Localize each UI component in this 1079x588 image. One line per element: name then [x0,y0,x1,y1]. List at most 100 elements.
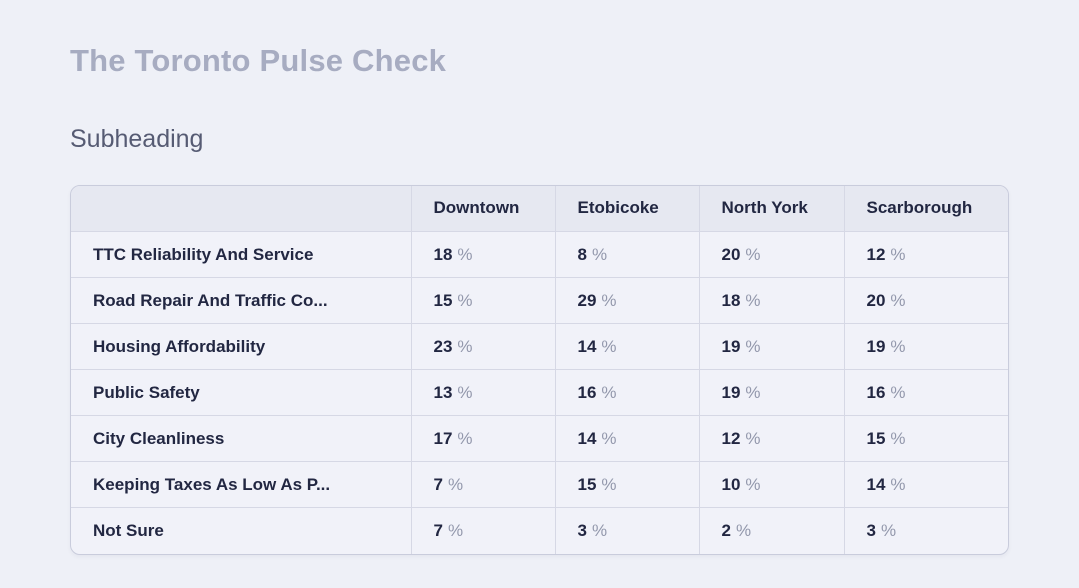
value-cell: 20% [698,231,844,278]
percent-unit: % [447,474,464,494]
value-cell: 7% [410,507,555,554]
row-label: Public Safety [71,369,411,416]
value-number: 14 [577,336,597,356]
value-cell: 16% [554,369,699,416]
value-cell: 17% [410,415,555,462]
value-number: 23 [433,336,453,356]
row-label: Keeping Taxes As Low As P... [71,461,411,508]
value-cell: 23% [410,323,555,370]
value-cell: 18% [410,231,555,278]
row-label: Not Sure [71,507,411,554]
percent-unit: % [745,336,761,356]
results-table: Downtown Etobicoke North York Scarborough T… [71,185,1008,554]
table-row: City Cleanliness 17% 14% 12% 15% [71,415,1008,462]
value-cell: 20% [843,277,1008,324]
value-cell: 15% [410,277,555,324]
value-cell: 12% [698,415,844,462]
percent-unit: % [591,244,608,264]
header-row: Downtown Etobicoke North York Scarborough [71,185,1008,232]
percent-unit: % [457,382,473,402]
percent-unit: % [457,428,473,448]
value-cell: 19% [843,323,1008,370]
value-number: 19 [866,336,886,356]
value-number: 2 [721,520,731,540]
page-subheading: Subheading [70,125,204,154]
value-number: 15 [577,474,597,494]
percent-unit: % [457,290,473,310]
percent-unit: % [890,244,906,264]
value-number: 18 [433,244,453,264]
value-number: 19 [721,336,741,356]
value-number: 12 [721,428,741,448]
value-cell: 18% [698,277,844,324]
value-cell: 15% [843,415,1008,462]
value-number: 7 [433,474,443,494]
percent-unit: % [601,474,617,494]
percent-unit: % [745,428,761,448]
percent-unit: % [457,336,473,356]
page-title: The Toronto Pulse Check [70,43,447,78]
value-number: 12 [866,244,886,264]
value-cell: 19% [698,369,844,416]
percent-unit: % [601,336,617,356]
value-number: 15 [433,290,453,310]
value-number: 15 [866,428,886,448]
table-row: Housing Affordability 23% 14% 19% 19% [71,323,1008,370]
value-number: 20 [866,290,886,310]
value-number: 29 [577,290,597,310]
value-cell: 3% [843,507,1008,554]
value-cell: 13% [410,369,555,416]
row-label: Road Repair And Traffic Co... [71,277,411,324]
percent-unit: % [745,474,761,494]
value-number: 14 [866,474,886,494]
row-label: City Cleanliness [71,415,411,462]
percent-unit: % [890,474,906,494]
table-row: Keeping Taxes As Low As P... 7% 15% 10% 14% [71,461,1008,508]
percent-unit: % [745,290,761,310]
percent-unit: % [890,428,906,448]
value-number: 17 [433,428,453,448]
value-cell: 10% [698,461,844,508]
value-cell: 29% [554,277,699,324]
value-cell: 15% [554,461,699,508]
value-number: 13 [433,382,453,402]
value-cell: 8% [554,231,699,278]
value-number: 7 [433,520,443,540]
value-cell: 14% [554,323,699,370]
row-label: Housing Affordability [71,323,411,370]
percent-unit: % [890,382,906,402]
percent-unit: % [745,382,761,402]
percent-unit: % [735,520,752,540]
percent-unit: % [601,290,617,310]
table-row: Not Sure 7% 3% 2% 3% [71,507,1008,554]
row-label: TTC Reliability And Service [71,231,411,278]
value-number: 18 [721,290,741,310]
percent-unit: % [745,244,761,264]
corner-cell [71,185,411,232]
value-number: 14 [577,428,597,448]
results-table-container: Downtown Etobicoke North York Scarborough T… [70,184,1009,555]
value-number: 3 [866,520,876,540]
value-cell: 3% [554,507,699,554]
percent-unit: % [601,382,617,402]
value-cell: 14% [843,461,1008,508]
value-cell: 12% [843,231,1008,278]
column-header: North York [698,185,844,232]
column-header: Etobicoke [554,185,699,232]
table-row: Road Repair And Traffic Co... 15% 29% 18% 20… [71,277,1008,324]
value-cell: 7% [410,461,555,508]
percent-unit: % [890,290,906,310]
percent-unit: % [601,428,617,448]
percent-unit: % [880,520,897,540]
value-number: 10 [721,474,741,494]
value-number: 19 [721,382,741,402]
column-header: Scarborough [843,185,1008,232]
value-number: 20 [721,244,741,264]
value-number: 8 [577,244,587,264]
percent-unit: % [591,520,608,540]
value-number: 16 [866,382,886,402]
value-cell: 2% [698,507,844,554]
value-cell: 14% [554,415,699,462]
percent-unit: % [890,336,906,356]
